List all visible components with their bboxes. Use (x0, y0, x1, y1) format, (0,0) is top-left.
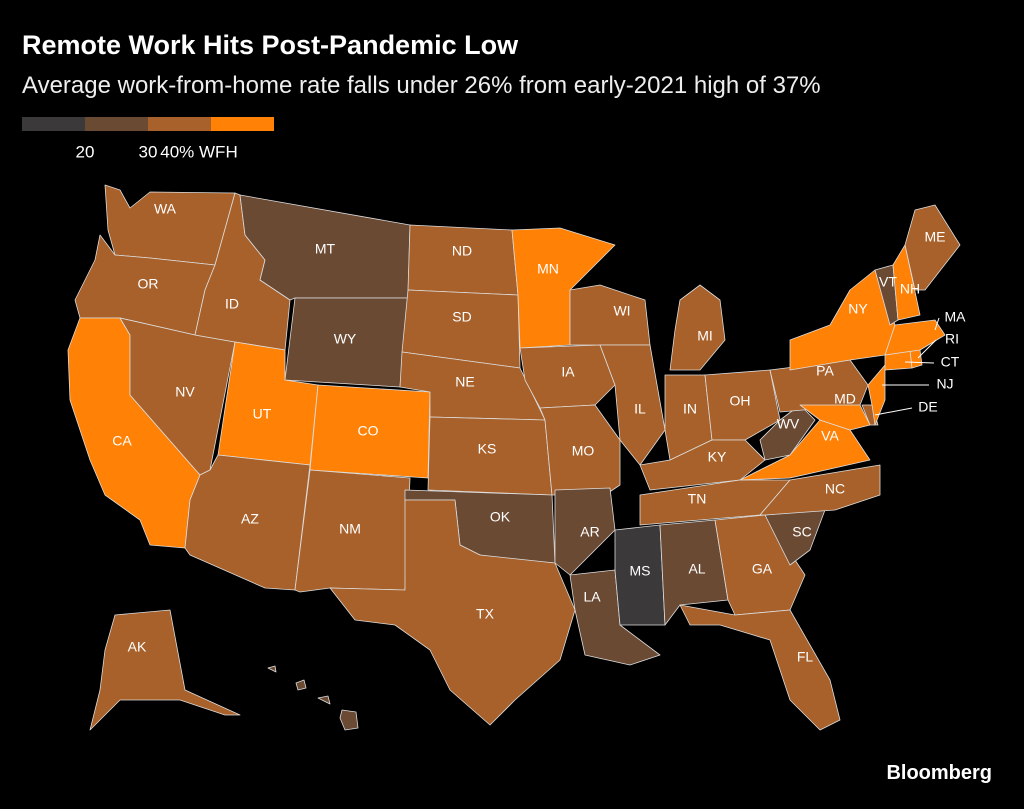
state-label: NV (175, 384, 195, 400)
state-label: AZ (241, 511, 259, 527)
legend-swatch (22, 117, 85, 131)
state (569, 284, 651, 346)
hawaii-island (295, 679, 307, 691)
state-label: AK (128, 639, 147, 655)
state-label: ME (925, 229, 946, 245)
state-label: CA (112, 433, 132, 449)
state-label: VA (821, 428, 839, 444)
state-label: VT (879, 274, 897, 290)
state-label: KS (478, 441, 497, 457)
state-label: ND (452, 243, 472, 259)
subtitle: Average work-from-home rate falls under … (22, 72, 821, 99)
state (909, 349, 923, 369)
state-label: WI (613, 303, 630, 319)
state (799, 404, 871, 431)
state (867, 364, 886, 426)
state (892, 244, 921, 321)
state-label: TX (476, 606, 495, 622)
source: Bloomberg (886, 762, 992, 784)
state-label: IL (634, 401, 646, 417)
state-label: MN (537, 261, 559, 277)
state-label: IA (561, 364, 575, 380)
state (704, 369, 781, 441)
state-label: WY (334, 331, 357, 347)
hawaii-island (267, 665, 277, 673)
state-label: CT (941, 354, 960, 370)
state-label: ID (225, 296, 239, 312)
state-label: NC (825, 481, 845, 497)
state (639, 439, 766, 491)
state-label: CO (358, 423, 379, 439)
hawaii-island (339, 709, 359, 731)
state-label: PA (816, 363, 834, 379)
state-label: NY (848, 301, 868, 317)
state-label: SD (452, 309, 471, 325)
state (329, 499, 576, 726)
state-label: OH (730, 393, 751, 409)
state-label: MA (945, 309, 967, 325)
legend-label: 40% WFH (160, 142, 237, 161)
state (554, 487, 616, 576)
hawaii-island (317, 695, 331, 705)
state-label: FL (797, 649, 814, 665)
state-label: RI (945, 331, 959, 347)
legend-swatch (85, 117, 148, 131)
state-label: NJ (936, 376, 953, 392)
state-label: OK (490, 509, 511, 525)
state (539, 404, 621, 496)
state-label: NE (455, 374, 474, 390)
state (104, 184, 236, 266)
state-label: DE (918, 399, 937, 415)
state-label: UT (253, 406, 272, 422)
legend-label: 30 (139, 142, 158, 161)
title: Remote Work Hits Post-Pandemic Low (22, 30, 519, 60)
state-label: TN (688, 491, 707, 507)
state-label: IN (683, 401, 697, 417)
leader-line (917, 339, 937, 359)
state (904, 204, 961, 291)
state-label: MT (315, 241, 336, 257)
state-label: MI (697, 328, 713, 344)
state-label: MS (630, 563, 651, 579)
leader-line (934, 317, 940, 331)
state-label: OR (138, 276, 159, 292)
state (659, 519, 729, 626)
state-label: AR (580, 524, 599, 540)
state (679, 604, 841, 731)
legend-swatch (148, 117, 211, 131)
state-label: MO (572, 443, 595, 459)
leader-line (874, 407, 913, 416)
state (759, 404, 816, 461)
legend-label: 20 (76, 142, 95, 161)
state-label: LA (583, 589, 601, 605)
state-label: NH (900, 281, 920, 297)
state (759, 464, 881, 516)
state-label: KY (708, 449, 727, 465)
state (89, 609, 241, 731)
state-label: NM (339, 521, 361, 537)
state-label: AL (688, 561, 705, 577)
state-label: MD (834, 391, 856, 407)
state-label: SC (792, 524, 811, 540)
state-label: WA (154, 201, 177, 217)
state (614, 524, 666, 626)
legend-swatch (211, 117, 274, 131)
state-label: GA (752, 561, 773, 577)
state (884, 319, 946, 356)
state (407, 224, 519, 296)
leader-line (904, 361, 935, 364)
state-label: WV (777, 416, 800, 432)
state (669, 284, 726, 371)
